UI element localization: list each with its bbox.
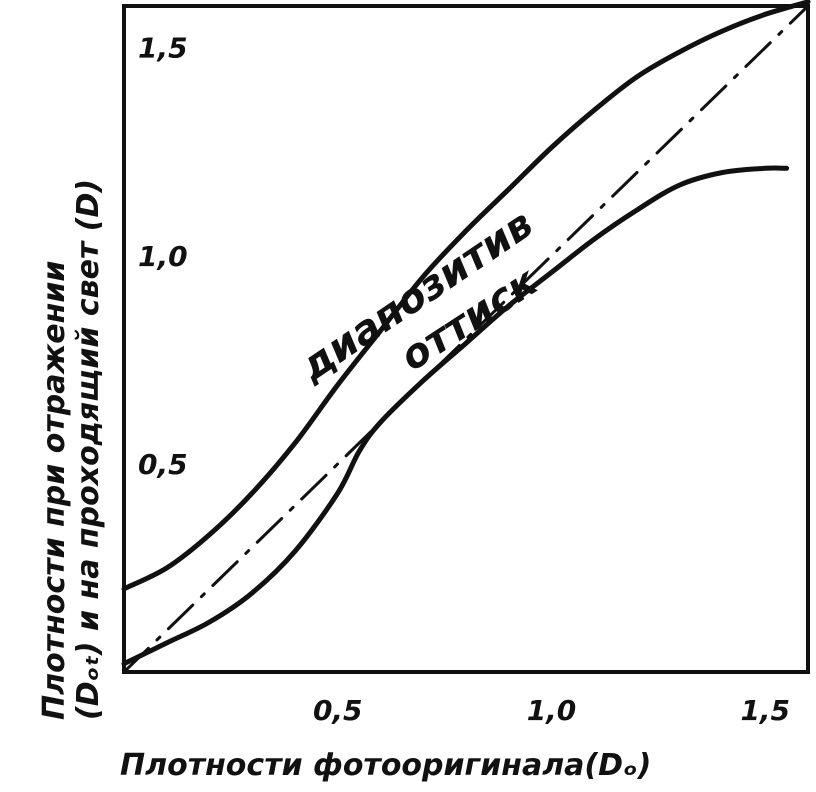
series-line-0 <box>121 0 811 592</box>
y-axis-label-line2: (Dₒₜ) и на проходящий свет (D) <box>71 179 106 720</box>
reference-line <box>122 4 810 674</box>
x-tick-label: 1,5 <box>740 694 790 727</box>
curves <box>121 0 811 674</box>
ticks: 0,5 1,0 1,5 0,5 1,0 1,5 <box>138 32 790 727</box>
x-tick-label: 1,0 <box>527 694 577 727</box>
y-tick-label: 0,5 <box>138 448 188 481</box>
x-tick-label: 0,5 <box>313 694 363 727</box>
y-tick-label: 1,5 <box>138 32 188 65</box>
y-axis-label-line1: Плотности при отражении <box>37 261 72 720</box>
plot-frame <box>122 4 810 674</box>
y-tick-label: 1,0 <box>138 240 188 273</box>
x-axis-label: Плотности фотооригинала(Dₒ) <box>120 748 651 783</box>
